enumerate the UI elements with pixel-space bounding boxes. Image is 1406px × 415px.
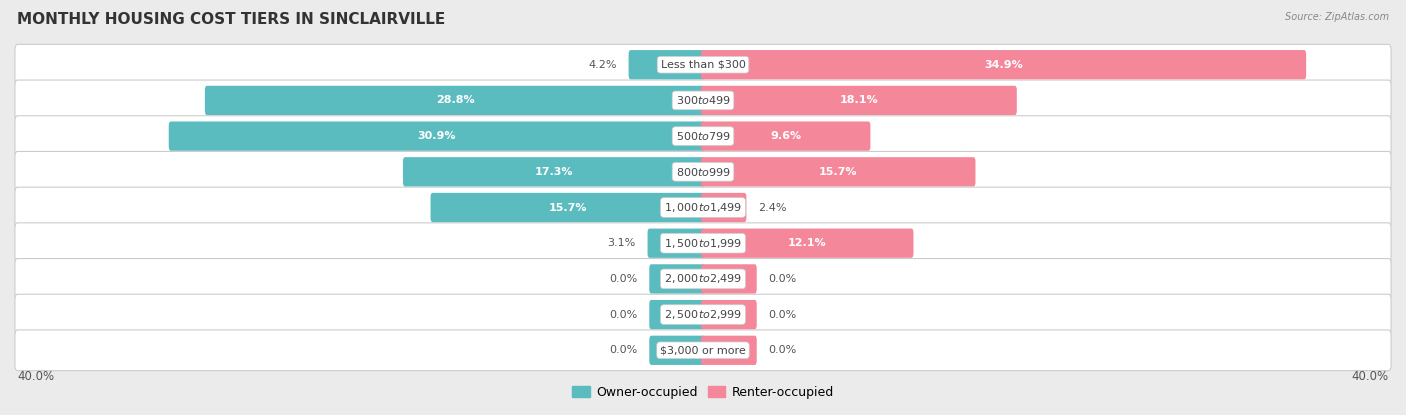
- FancyBboxPatch shape: [702, 229, 914, 258]
- Text: Less than $300: Less than $300: [661, 60, 745, 70]
- FancyBboxPatch shape: [15, 44, 1391, 85]
- Text: 9.6%: 9.6%: [770, 131, 801, 141]
- FancyBboxPatch shape: [15, 151, 1391, 192]
- Text: 34.9%: 34.9%: [984, 60, 1024, 70]
- Text: 28.8%: 28.8%: [436, 95, 474, 105]
- Text: $1,000 to $1,499: $1,000 to $1,499: [664, 201, 742, 214]
- FancyBboxPatch shape: [15, 187, 1391, 228]
- FancyBboxPatch shape: [648, 229, 704, 258]
- FancyBboxPatch shape: [702, 300, 756, 329]
- Text: Source: ZipAtlas.com: Source: ZipAtlas.com: [1285, 12, 1389, 22]
- FancyBboxPatch shape: [702, 50, 1306, 79]
- FancyBboxPatch shape: [702, 193, 747, 222]
- Text: 3.1%: 3.1%: [607, 238, 636, 248]
- Text: 40.0%: 40.0%: [17, 370, 55, 383]
- Text: MONTHLY HOUSING COST TIERS IN SINCLAIRVILLE: MONTHLY HOUSING COST TIERS IN SINCLAIRVI…: [17, 12, 446, 27]
- Text: 18.1%: 18.1%: [839, 95, 879, 105]
- Legend: Owner-occupied, Renter-occupied: Owner-occupied, Renter-occupied: [568, 381, 838, 404]
- FancyBboxPatch shape: [169, 122, 704, 151]
- FancyBboxPatch shape: [205, 86, 704, 115]
- FancyBboxPatch shape: [15, 294, 1391, 335]
- FancyBboxPatch shape: [702, 86, 1017, 115]
- Text: 0.0%: 0.0%: [769, 345, 797, 355]
- Text: 17.3%: 17.3%: [534, 167, 574, 177]
- FancyBboxPatch shape: [650, 300, 704, 329]
- Text: $3,000 or more: $3,000 or more: [661, 345, 745, 355]
- Text: 40.0%: 40.0%: [1351, 370, 1389, 383]
- FancyBboxPatch shape: [15, 116, 1391, 156]
- Text: 0.0%: 0.0%: [769, 274, 797, 284]
- Text: $300 to $499: $300 to $499: [675, 94, 731, 106]
- Text: 15.7%: 15.7%: [818, 167, 858, 177]
- FancyBboxPatch shape: [702, 264, 756, 293]
- Text: $500 to $799: $500 to $799: [675, 130, 731, 142]
- Text: 12.1%: 12.1%: [787, 238, 827, 248]
- Text: 30.9%: 30.9%: [418, 131, 456, 141]
- FancyBboxPatch shape: [404, 157, 704, 186]
- Text: 0.0%: 0.0%: [609, 274, 637, 284]
- Text: 0.0%: 0.0%: [609, 310, 637, 320]
- FancyBboxPatch shape: [702, 157, 976, 186]
- FancyBboxPatch shape: [628, 50, 704, 79]
- FancyBboxPatch shape: [15, 223, 1391, 264]
- Text: 0.0%: 0.0%: [609, 345, 637, 355]
- Text: 2.4%: 2.4%: [758, 203, 786, 212]
- Text: $1,500 to $1,999: $1,500 to $1,999: [664, 237, 742, 250]
- Text: $2,500 to $2,999: $2,500 to $2,999: [664, 308, 742, 321]
- FancyBboxPatch shape: [650, 264, 704, 293]
- Text: 4.2%: 4.2%: [588, 60, 617, 70]
- FancyBboxPatch shape: [650, 336, 704, 365]
- FancyBboxPatch shape: [15, 330, 1391, 371]
- FancyBboxPatch shape: [15, 259, 1391, 299]
- FancyBboxPatch shape: [702, 336, 756, 365]
- FancyBboxPatch shape: [702, 122, 870, 151]
- Text: $800 to $999: $800 to $999: [675, 166, 731, 178]
- FancyBboxPatch shape: [430, 193, 704, 222]
- Text: $2,000 to $2,499: $2,000 to $2,499: [664, 272, 742, 286]
- Text: 15.7%: 15.7%: [548, 203, 588, 212]
- Text: 0.0%: 0.0%: [769, 310, 797, 320]
- FancyBboxPatch shape: [15, 80, 1391, 121]
